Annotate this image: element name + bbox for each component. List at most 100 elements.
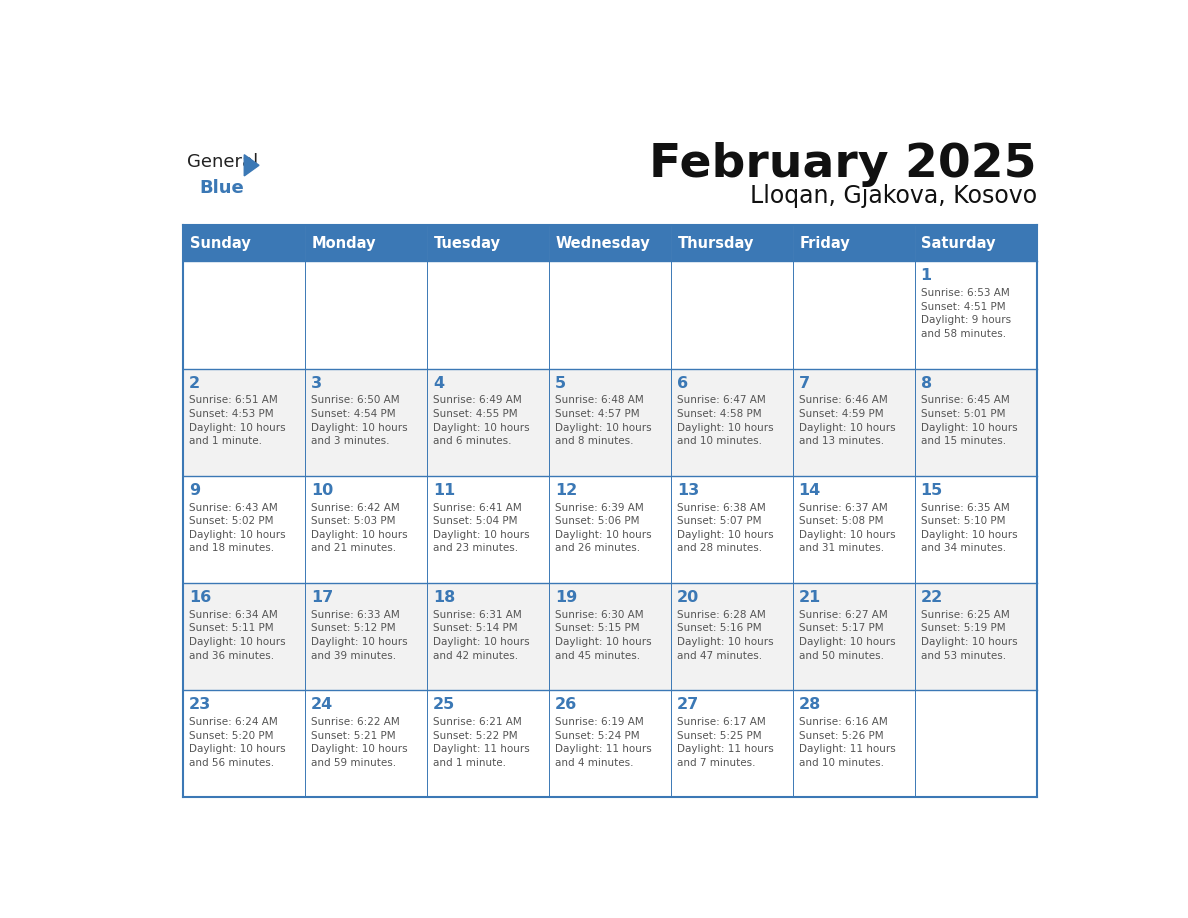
- Text: Sunrise: 6:35 AM
Sunset: 5:10 PM
Daylight: 10 hours
and 34 minutes.: Sunrise: 6:35 AM Sunset: 5:10 PM Dayligh…: [921, 503, 1017, 554]
- Bar: [305, 369, 428, 476]
- Bar: [671, 369, 794, 476]
- Text: Blue: Blue: [200, 179, 244, 197]
- Text: General: General: [188, 152, 259, 171]
- Text: 13: 13: [677, 483, 699, 498]
- Text: Sunrise: 6:31 AM
Sunset: 5:14 PM
Daylight: 10 hours
and 42 minutes.: Sunrise: 6:31 AM Sunset: 5:14 PM Dayligh…: [432, 610, 530, 661]
- Text: 24: 24: [311, 697, 333, 712]
- Bar: [794, 690, 915, 797]
- Bar: [428, 225, 549, 262]
- Text: Sunday: Sunday: [190, 236, 251, 251]
- Bar: [915, 225, 1037, 262]
- Text: Sunrise: 6:30 AM
Sunset: 5:15 PM
Daylight: 10 hours
and 45 minutes.: Sunrise: 6:30 AM Sunset: 5:15 PM Dayligh…: [555, 610, 651, 661]
- Bar: [794, 583, 915, 690]
- Text: 19: 19: [555, 590, 577, 605]
- Bar: [671, 583, 794, 690]
- Bar: [794, 369, 915, 476]
- Text: Sunrise: 6:50 AM
Sunset: 4:54 PM
Daylight: 10 hours
and 3 minutes.: Sunrise: 6:50 AM Sunset: 4:54 PM Dayligh…: [311, 396, 407, 446]
- Polygon shape: [245, 155, 259, 176]
- Text: Monday: Monday: [312, 236, 377, 251]
- Text: 28: 28: [798, 697, 821, 712]
- Bar: [794, 476, 915, 583]
- Bar: [671, 690, 794, 797]
- Bar: [183, 583, 305, 690]
- Text: Sunrise: 6:45 AM
Sunset: 5:01 PM
Daylight: 10 hours
and 15 minutes.: Sunrise: 6:45 AM Sunset: 5:01 PM Dayligh…: [921, 396, 1017, 446]
- Bar: [915, 583, 1037, 690]
- Bar: [428, 476, 549, 583]
- Text: Sunrise: 6:19 AM
Sunset: 5:24 PM
Daylight: 11 hours
and 4 minutes.: Sunrise: 6:19 AM Sunset: 5:24 PM Dayligh…: [555, 717, 651, 767]
- Bar: [305, 262, 428, 369]
- Text: 17: 17: [311, 590, 333, 605]
- Bar: [183, 690, 305, 797]
- Text: Saturday: Saturday: [922, 236, 996, 251]
- Bar: [428, 262, 549, 369]
- Text: Sunrise: 6:28 AM
Sunset: 5:16 PM
Daylight: 10 hours
and 47 minutes.: Sunrise: 6:28 AM Sunset: 5:16 PM Dayligh…: [677, 610, 773, 661]
- Bar: [549, 690, 671, 797]
- Bar: [183, 262, 305, 369]
- Text: February 2025: February 2025: [650, 142, 1037, 187]
- Text: Sunrise: 6:41 AM
Sunset: 5:04 PM
Daylight: 10 hours
and 23 minutes.: Sunrise: 6:41 AM Sunset: 5:04 PM Dayligh…: [432, 503, 530, 554]
- Text: 7: 7: [798, 375, 810, 391]
- Bar: [183, 369, 305, 476]
- Bar: [915, 369, 1037, 476]
- Text: 2: 2: [189, 375, 200, 391]
- Text: Sunrise: 6:42 AM
Sunset: 5:03 PM
Daylight: 10 hours
and 21 minutes.: Sunrise: 6:42 AM Sunset: 5:03 PM Dayligh…: [311, 503, 407, 554]
- Text: Sunrise: 6:33 AM
Sunset: 5:12 PM
Daylight: 10 hours
and 39 minutes.: Sunrise: 6:33 AM Sunset: 5:12 PM Dayligh…: [311, 610, 407, 661]
- Bar: [428, 690, 549, 797]
- Bar: [549, 369, 671, 476]
- Text: 23: 23: [189, 697, 211, 712]
- Text: Sunrise: 6:37 AM
Sunset: 5:08 PM
Daylight: 10 hours
and 31 minutes.: Sunrise: 6:37 AM Sunset: 5:08 PM Dayligh…: [798, 503, 896, 554]
- Text: 25: 25: [432, 697, 455, 712]
- Text: 11: 11: [432, 483, 455, 498]
- Text: 3: 3: [311, 375, 322, 391]
- Bar: [915, 476, 1037, 583]
- Bar: [305, 690, 428, 797]
- Bar: [549, 225, 671, 262]
- Text: 15: 15: [921, 483, 943, 498]
- Text: 10: 10: [311, 483, 333, 498]
- Bar: [915, 690, 1037, 797]
- Bar: [549, 583, 671, 690]
- Bar: [671, 262, 794, 369]
- Text: 26: 26: [555, 697, 577, 712]
- Text: Sunrise: 6:34 AM
Sunset: 5:11 PM
Daylight: 10 hours
and 36 minutes.: Sunrise: 6:34 AM Sunset: 5:11 PM Dayligh…: [189, 610, 285, 661]
- Text: 18: 18: [432, 590, 455, 605]
- Bar: [794, 262, 915, 369]
- Text: 1: 1: [921, 268, 931, 284]
- Bar: [183, 225, 305, 262]
- Bar: [183, 476, 305, 583]
- Text: Sunrise: 6:49 AM
Sunset: 4:55 PM
Daylight: 10 hours
and 6 minutes.: Sunrise: 6:49 AM Sunset: 4:55 PM Dayligh…: [432, 396, 530, 446]
- Text: Sunrise: 6:43 AM
Sunset: 5:02 PM
Daylight: 10 hours
and 18 minutes.: Sunrise: 6:43 AM Sunset: 5:02 PM Dayligh…: [189, 503, 285, 554]
- Text: 27: 27: [677, 697, 699, 712]
- Text: Sunrise: 6:46 AM
Sunset: 4:59 PM
Daylight: 10 hours
and 13 minutes.: Sunrise: 6:46 AM Sunset: 4:59 PM Dayligh…: [798, 396, 896, 446]
- Text: Sunrise: 6:22 AM
Sunset: 5:21 PM
Daylight: 10 hours
and 59 minutes.: Sunrise: 6:22 AM Sunset: 5:21 PM Dayligh…: [311, 717, 407, 767]
- Text: Sunrise: 6:51 AM
Sunset: 4:53 PM
Daylight: 10 hours
and 1 minute.: Sunrise: 6:51 AM Sunset: 4:53 PM Dayligh…: [189, 396, 285, 446]
- Text: Sunrise: 6:16 AM
Sunset: 5:26 PM
Daylight: 11 hours
and 10 minutes.: Sunrise: 6:16 AM Sunset: 5:26 PM Dayligh…: [798, 717, 896, 767]
- Text: 4: 4: [432, 375, 444, 391]
- Text: Wednesday: Wednesday: [556, 236, 651, 251]
- Text: 16: 16: [189, 590, 211, 605]
- Text: Friday: Friday: [800, 236, 851, 251]
- Bar: [305, 476, 428, 583]
- Text: 5: 5: [555, 375, 565, 391]
- Text: Tuesday: Tuesday: [434, 236, 501, 251]
- Bar: [305, 583, 428, 690]
- Text: Sunrise: 6:39 AM
Sunset: 5:06 PM
Daylight: 10 hours
and 26 minutes.: Sunrise: 6:39 AM Sunset: 5:06 PM Dayligh…: [555, 503, 651, 554]
- Bar: [428, 369, 549, 476]
- Text: Sunrise: 6:24 AM
Sunset: 5:20 PM
Daylight: 10 hours
and 56 minutes.: Sunrise: 6:24 AM Sunset: 5:20 PM Dayligh…: [189, 717, 285, 767]
- Bar: [305, 225, 428, 262]
- Text: Sunrise: 6:53 AM
Sunset: 4:51 PM
Daylight: 9 hours
and 58 minutes.: Sunrise: 6:53 AM Sunset: 4:51 PM Dayligh…: [921, 288, 1011, 339]
- Text: 21: 21: [798, 590, 821, 605]
- Bar: [671, 476, 794, 583]
- Bar: [428, 583, 549, 690]
- Bar: [671, 225, 794, 262]
- Text: 20: 20: [677, 590, 699, 605]
- Text: 22: 22: [921, 590, 943, 605]
- Text: Sunrise: 6:47 AM
Sunset: 4:58 PM
Daylight: 10 hours
and 10 minutes.: Sunrise: 6:47 AM Sunset: 4:58 PM Dayligh…: [677, 396, 773, 446]
- Bar: [915, 262, 1037, 369]
- Text: Sunrise: 6:48 AM
Sunset: 4:57 PM
Daylight: 10 hours
and 8 minutes.: Sunrise: 6:48 AM Sunset: 4:57 PM Dayligh…: [555, 396, 651, 446]
- Text: 9: 9: [189, 483, 200, 498]
- Text: Thursday: Thursday: [677, 236, 754, 251]
- Text: Sunrise: 6:27 AM
Sunset: 5:17 PM
Daylight: 10 hours
and 50 minutes.: Sunrise: 6:27 AM Sunset: 5:17 PM Dayligh…: [798, 610, 896, 661]
- Text: 6: 6: [677, 375, 688, 391]
- Text: 8: 8: [921, 375, 931, 391]
